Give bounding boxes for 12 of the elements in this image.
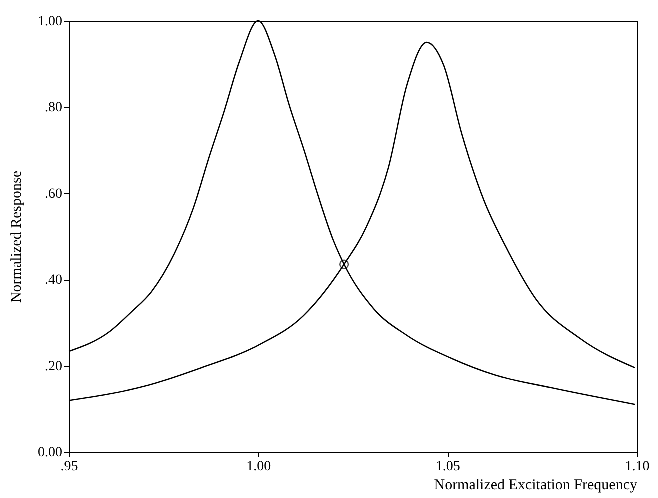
x-tick-label: 1.00 [246, 460, 272, 474]
y-tick-label: .80 [45, 100, 62, 116]
x-tick-label: .95 [60, 460, 78, 474]
y-tick-label: 0.00 [38, 446, 62, 460]
x-tick-label: 1.05 [436, 460, 460, 474]
y-tick-label: .20 [45, 359, 62, 374]
x-tick-label: 1.10 [625, 460, 650, 474]
x-axis-title: Normalized Excitation Frequency [434, 478, 638, 494]
y-tick-label: .40 [45, 273, 62, 288]
y-tick-label: .60 [45, 186, 62, 202]
y-axis-title: Normalized Response [9, 170, 25, 304]
y-tick-label: 1.00 [38, 14, 62, 30]
